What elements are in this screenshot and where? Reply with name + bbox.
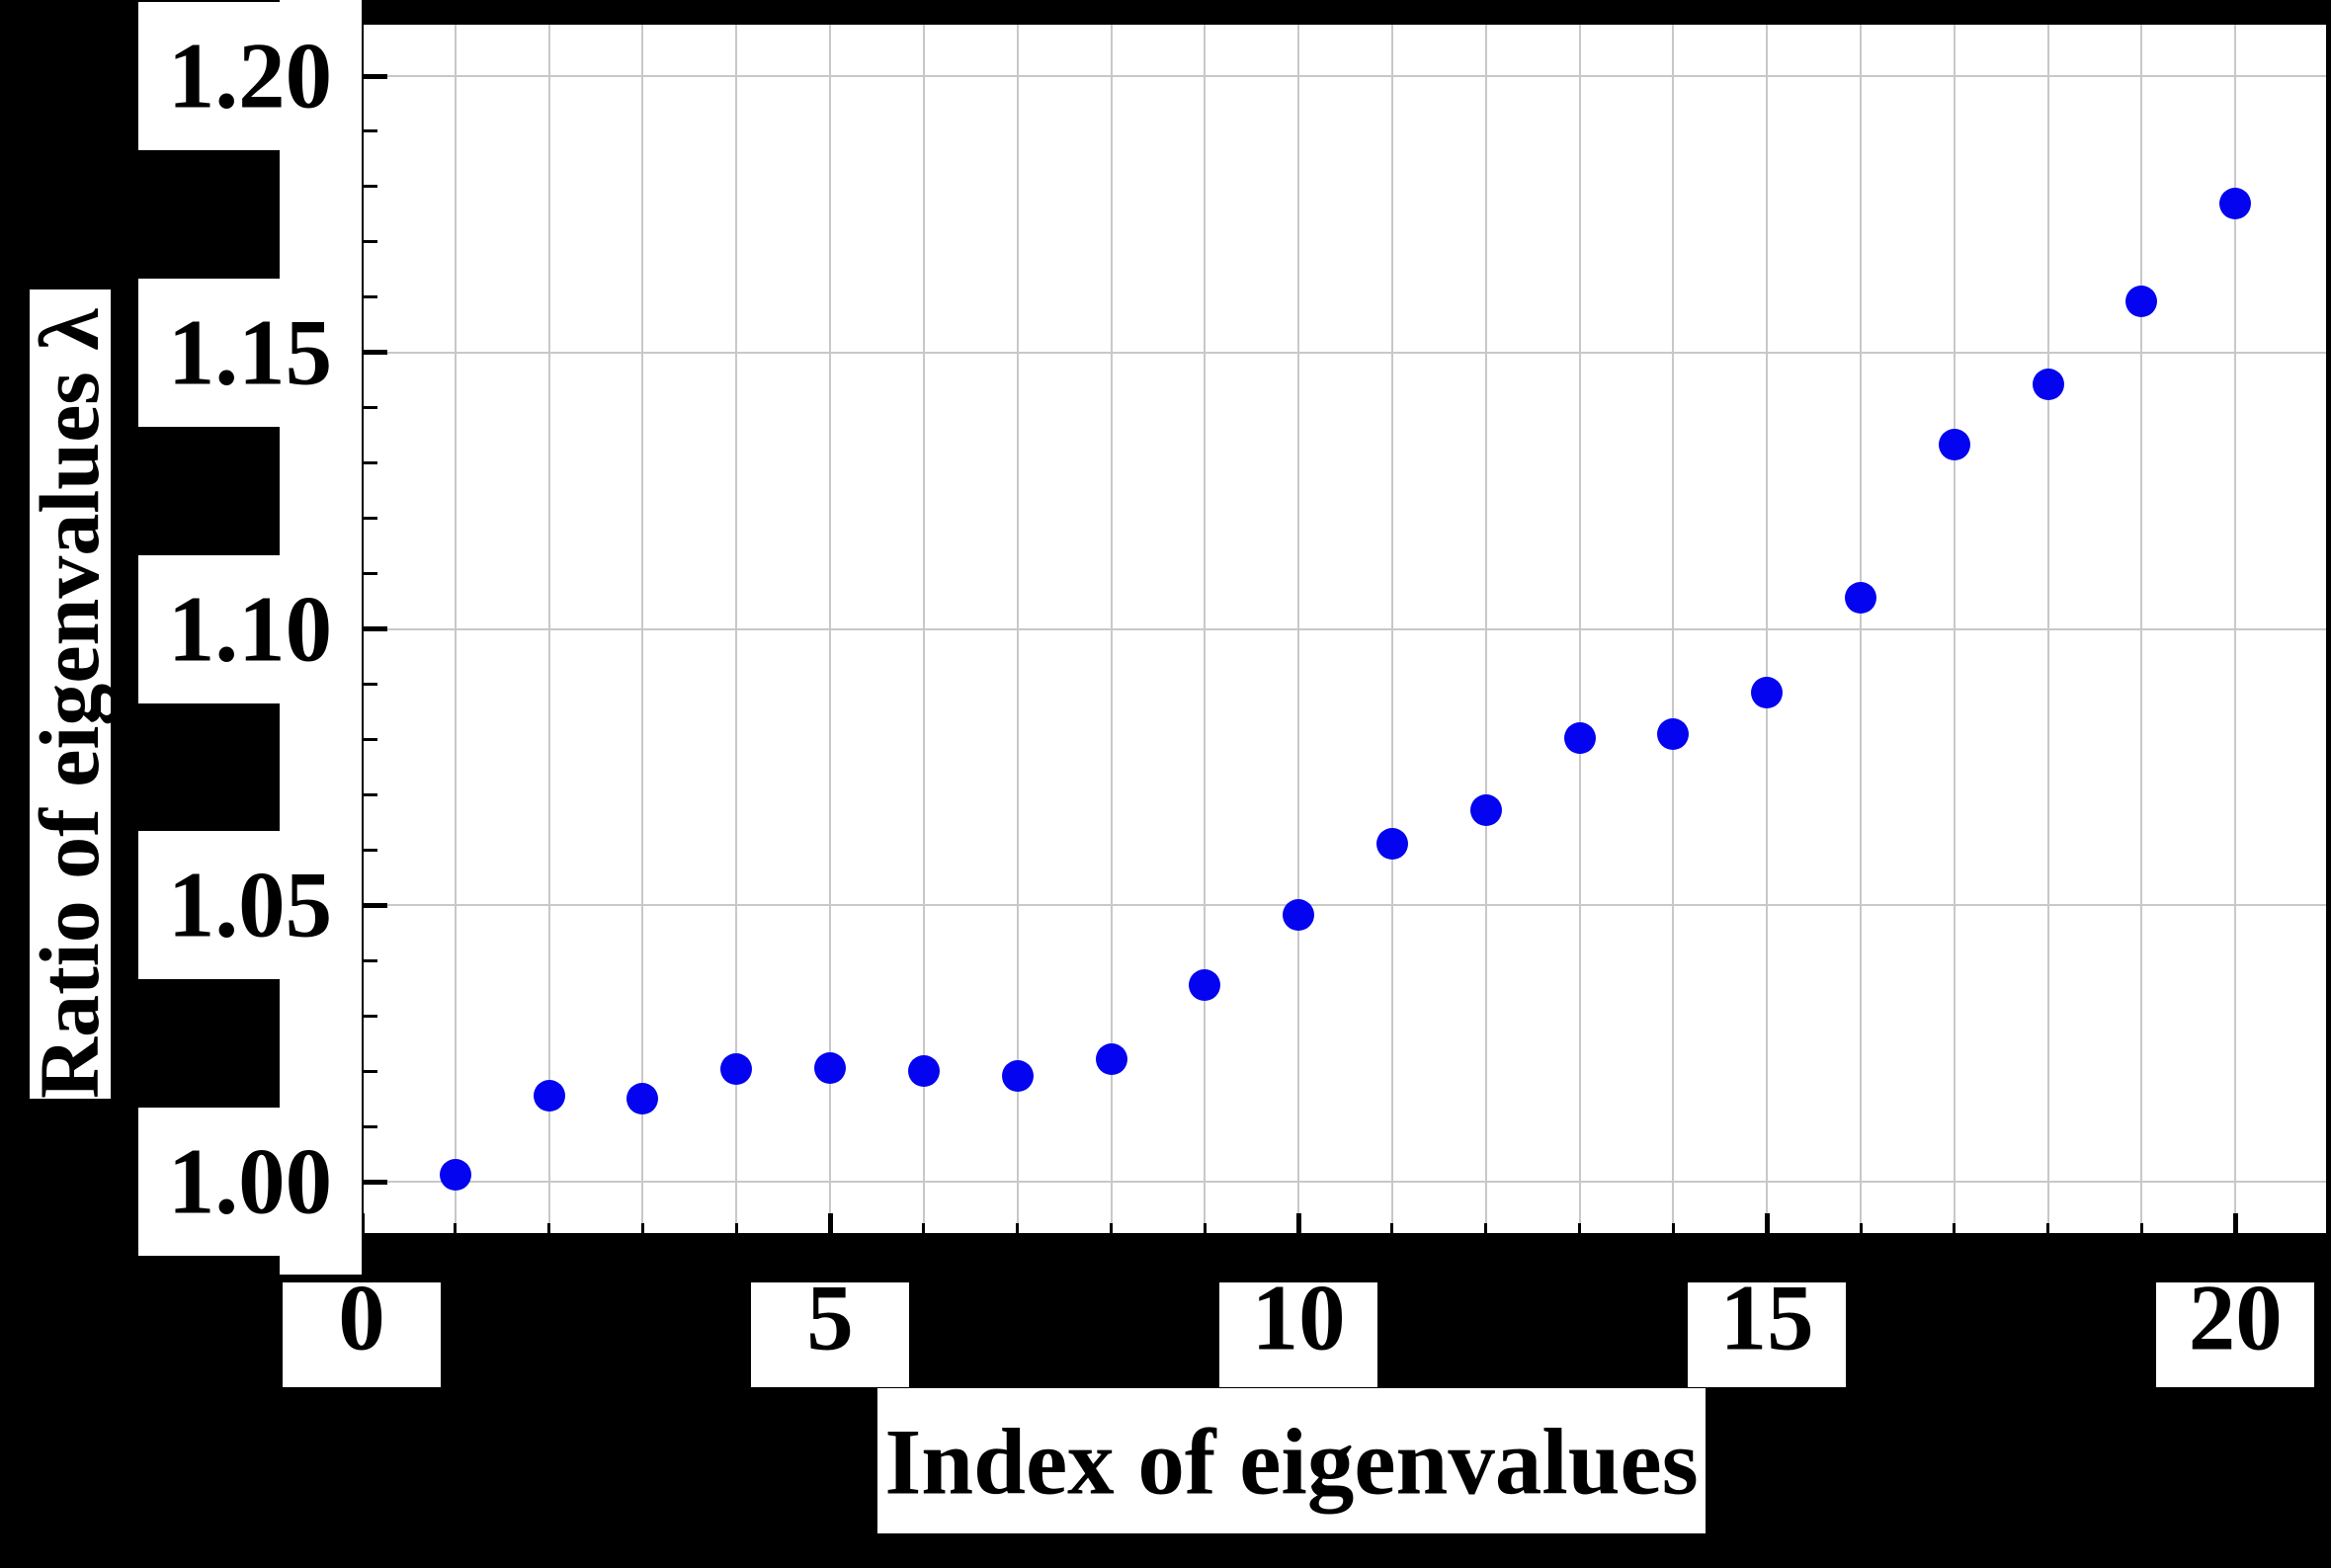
data-point <box>720 1052 753 1085</box>
y-minor-tick <box>364 129 377 133</box>
x-tick-label: 10 <box>1251 1265 1346 1370</box>
y-minor-tick <box>364 240 377 244</box>
h-gridline <box>362 1181 2329 1183</box>
data-point <box>439 1158 471 1191</box>
y-minor-tick <box>364 1069 377 1073</box>
x-minor-tick <box>1016 1223 1020 1237</box>
x-tick-label: 0 <box>338 1265 385 1370</box>
x-tick-label-box <box>751 1282 909 1387</box>
data-point <box>907 1055 940 1088</box>
x-minor-tick <box>1484 1223 1488 1237</box>
data-point <box>533 1079 565 1112</box>
y-minor-tick <box>364 683 377 686</box>
y-minor-tick <box>364 406 377 410</box>
x-minor-tick <box>640 1223 644 1237</box>
x-minor-tick <box>454 1223 458 1237</box>
y-tick-label-box <box>138 278 362 427</box>
y-major-tick <box>364 626 387 631</box>
x-minor-tick <box>922 1223 926 1237</box>
data-point <box>1751 676 1784 708</box>
x-major-tick <box>1295 1213 1301 1237</box>
x-minor-tick <box>1859 1223 1863 1237</box>
data-point <box>1938 429 1970 461</box>
y-minor-tick <box>364 737 377 741</box>
y-minor-tick <box>364 1014 377 1018</box>
top-spine <box>359 21 2331 25</box>
bottom-spine <box>359 1233 2331 1238</box>
y-tick-label: 1.20 <box>167 23 333 128</box>
y-tick-label-box <box>138 831 362 980</box>
y-major-tick <box>364 73 387 79</box>
data-point <box>1469 793 1502 826</box>
y-minor-tick <box>364 792 377 796</box>
y-minor-tick <box>364 185 377 189</box>
x-tick-label-box <box>1219 1282 1378 1387</box>
data-point <box>1189 968 1221 1001</box>
data-point <box>1375 828 1408 861</box>
x-tick-label: 5 <box>806 1265 854 1370</box>
data-point <box>2219 188 2252 220</box>
x-minor-tick <box>547 1223 551 1237</box>
y-minor-tick <box>364 517 377 521</box>
x-minor-tick <box>1578 1223 1581 1237</box>
y-minor-tick <box>364 1124 377 1128</box>
x-minor-tick <box>1203 1223 1207 1237</box>
y-tick-label: 1.15 <box>167 299 333 405</box>
y-minor-tick <box>364 295 377 299</box>
x-minor-tick <box>734 1223 738 1237</box>
x-tick-label-box <box>283 1282 441 1387</box>
x-major-tick <box>827 1213 833 1237</box>
y-minor-tick <box>364 351 377 355</box>
data-point <box>1283 898 1315 931</box>
x-minor-tick <box>2139 1223 2143 1237</box>
h-gridline <box>362 75 2329 77</box>
x-minor-tick <box>1953 1223 1956 1237</box>
data-point <box>626 1083 659 1115</box>
x-tick-label-box <box>2156 1282 2315 1387</box>
y-major-tick <box>364 902 387 908</box>
y-axis-title-box: Ratio of eigenvalues λ <box>30 289 111 1099</box>
h-gridline <box>362 627 2329 630</box>
x-tick-label-box <box>1688 1282 1847 1387</box>
data-point <box>1845 582 1876 615</box>
data-point <box>1563 722 1596 755</box>
data-point <box>2032 368 2064 400</box>
y-minor-tick <box>364 848 377 852</box>
x-minor-tick <box>1110 1223 1113 1237</box>
x-axis-title: Index of eigenvalues <box>884 1409 1699 1515</box>
y-tick-label-box <box>138 554 362 703</box>
y-axis-title: Ratio of eigenvalues λ <box>30 309 111 1099</box>
x-tick-label: 20 <box>2188 1265 2283 1370</box>
h-gridline <box>362 904 2329 907</box>
data-point <box>1095 1043 1127 1076</box>
x-major-tick <box>1764 1213 1770 1237</box>
y-tick-label-box <box>138 2 362 150</box>
y-tick-label: 1.05 <box>167 852 333 957</box>
right-spine <box>2326 21 2330 1237</box>
x-minor-tick <box>2046 1223 2050 1237</box>
y-tick-label: 1.00 <box>167 1128 333 1234</box>
x-minor-tick <box>1390 1223 1394 1237</box>
data-point <box>814 1051 846 1084</box>
y-minor-tick <box>364 461 377 465</box>
x-axis-title-box <box>877 1388 1706 1533</box>
y-tick-label: 1.10 <box>167 576 333 681</box>
y-minor-tick <box>364 958 377 962</box>
x-major-tick <box>2232 1213 2238 1237</box>
y-minor-tick <box>364 572 377 575</box>
data-point <box>2125 286 2158 318</box>
y-major-tick <box>364 1179 387 1185</box>
x-minor-tick <box>1671 1223 1675 1237</box>
data-point <box>1657 718 1690 751</box>
y-tick-label-box <box>138 1108 362 1256</box>
h-gridline <box>362 351 2329 354</box>
x-tick-label: 15 <box>1719 1265 1814 1370</box>
data-point <box>1001 1060 1034 1093</box>
